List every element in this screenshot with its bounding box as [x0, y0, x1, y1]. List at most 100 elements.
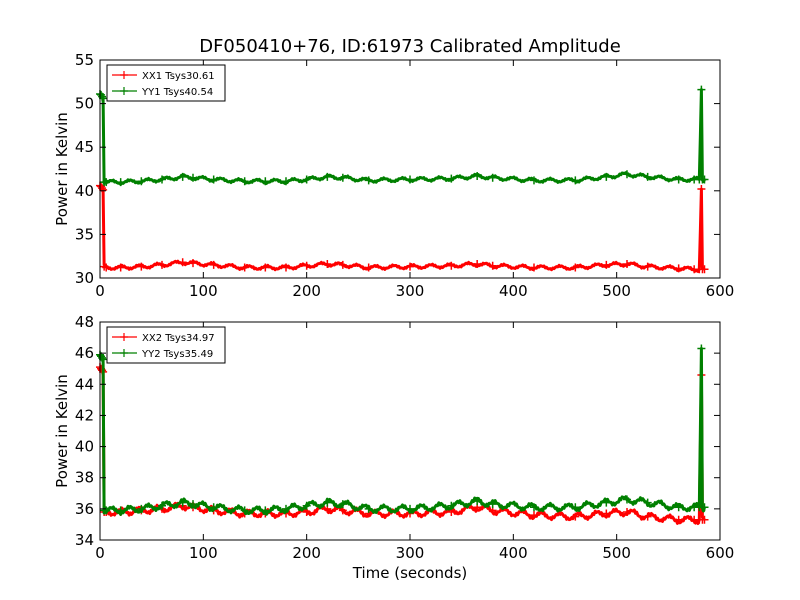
data-point-marker	[530, 263, 538, 272]
data-point-marker	[602, 260, 611, 269]
legend-label: XX2 Tsys34.97	[142, 333, 215, 344]
data-point-marker	[623, 507, 631, 516]
y-tick-label: 46	[75, 344, 94, 362]
y-axis-label: Power in Kelvin	[53, 374, 71, 488]
legend-box	[106, 326, 226, 364]
data-point-marker	[282, 263, 290, 272]
data-point-marker	[178, 258, 187, 267]
x-tick-label: 200	[292, 544, 321, 562]
data-point-marker	[102, 263, 111, 272]
data-point-marker	[700, 265, 709, 274]
y-tick-label: 55	[75, 51, 94, 69]
data-point-marker	[158, 260, 166, 269]
data-point-marker	[323, 260, 332, 269]
data-point-marker	[364, 176, 373, 185]
data-point-marker	[406, 175, 414, 184]
data-point-marker	[158, 501, 166, 510]
data-point-marker	[488, 500, 497, 509]
data-point-marker	[158, 175, 166, 184]
data-point-marker	[674, 264, 683, 273]
data-point-marker	[643, 262, 652, 271]
data-point-marker	[697, 185, 706, 194]
data-point-marker	[488, 261, 497, 270]
data-point-marker	[473, 497, 482, 506]
data-point-marker	[98, 353, 107, 362]
data-point-marker	[643, 512, 652, 521]
data-point-marker	[602, 172, 611, 181]
x-tick-label: 400	[499, 282, 528, 300]
series-line-xx2	[98, 365, 706, 525]
data-point-marker	[178, 498, 187, 507]
data-point-marker	[302, 501, 311, 510]
y-tick-label: 30	[75, 269, 94, 287]
legend-label: YY2 Tsys35.49	[141, 349, 213, 360]
data-point-marker	[406, 262, 414, 271]
data-point-marker	[323, 172, 332, 181]
series-line-yy1	[98, 88, 706, 186]
data-point-marker	[674, 515, 683, 524]
data-point-marker	[447, 501, 456, 510]
data-point-marker	[261, 263, 270, 272]
data-point-marker	[282, 177, 290, 186]
data-point-marker	[240, 177, 249, 186]
data-point-marker	[261, 506, 270, 515]
data-point-marker	[571, 263, 580, 272]
data-point-marker	[488, 173, 497, 182]
data-point-marker	[189, 259, 197, 268]
data-point-marker	[209, 175, 218, 184]
data-point-marker	[282, 504, 290, 513]
data-point-marker	[338, 500, 347, 509]
data-point-marker	[338, 260, 347, 269]
y-tick-label: 40	[75, 438, 94, 456]
data-point-marker	[643, 498, 652, 507]
x-tick-label: 0	[95, 282, 105, 300]
chart-title: DF050410+76, ID:61973 Calibrated Amplitu…	[199, 36, 621, 57]
legend-label: XX1 Tsys30.61	[142, 71, 215, 82]
x-tick-label: 500	[602, 282, 631, 300]
data-point-marker	[473, 171, 482, 180]
legend-marker	[120, 333, 128, 341]
data-point-marker	[116, 263, 125, 272]
data-point-marker	[240, 263, 249, 272]
x-tick-label: 100	[189, 282, 218, 300]
data-point-marker	[116, 178, 125, 187]
data-point-marker	[240, 506, 249, 515]
data-point-marker	[700, 175, 709, 184]
data-point-marker	[530, 176, 538, 185]
y-axis-label: Power in Kelvin	[53, 112, 71, 226]
data-point-marker	[102, 506, 111, 515]
x-tick-label: 400	[499, 544, 528, 562]
data-point-marker	[602, 498, 611, 507]
y-tick-label: 48	[75, 313, 94, 331]
x-tick-label: 500	[602, 544, 631, 562]
data-point-marker	[530, 511, 538, 520]
legend-marker	[120, 349, 128, 357]
x-tick-label: 600	[706, 282, 735, 300]
data-point-marker	[189, 500, 197, 509]
data-point-marker	[697, 85, 706, 94]
x-tick-label: 300	[396, 282, 425, 300]
data-point-marker	[102, 178, 111, 187]
data-point-marker	[571, 512, 580, 521]
data-point-marker	[623, 495, 631, 504]
data-point-marker	[700, 515, 709, 524]
y-tick-label: 34	[75, 531, 94, 549]
data-point-marker	[623, 260, 631, 269]
data-point-marker	[137, 262, 146, 271]
data-point-marker	[364, 263, 373, 272]
data-point-marker	[643, 172, 652, 181]
y-tick-label: 36	[75, 500, 94, 518]
data-point-marker	[364, 504, 373, 513]
data-point-marker	[571, 176, 580, 185]
x-tick-label: 0	[95, 544, 105, 562]
data-point-marker	[178, 172, 187, 181]
data-point-marker	[261, 177, 270, 186]
data-point-marker	[406, 504, 414, 513]
y-tick-label: 40	[75, 182, 94, 200]
y-tick-label: 44	[75, 375, 94, 393]
data-point-marker	[447, 261, 456, 270]
series-line-xx1	[99, 184, 706, 273]
legend-marker	[120, 87, 128, 95]
data-point-marker	[209, 503, 218, 512]
x-tick-label: 100	[189, 544, 218, 562]
